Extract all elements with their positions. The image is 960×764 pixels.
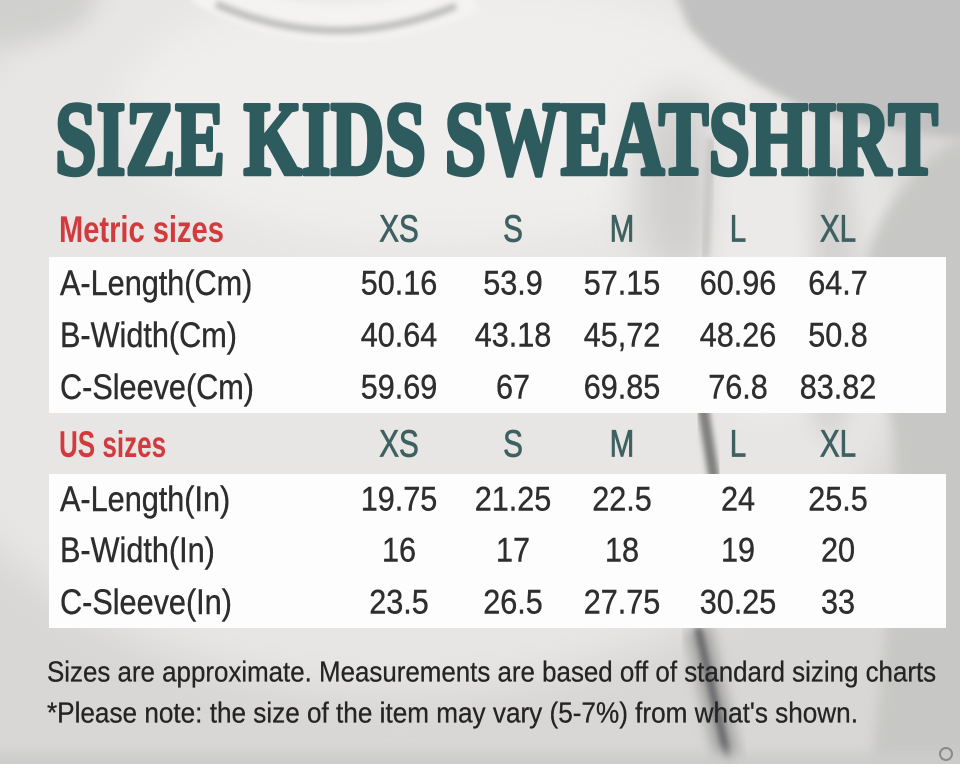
svg-text:SIZE KIDS SWEATSHIRT: SIZE KIDS SWEATSHIRT	[55, 80, 938, 197]
